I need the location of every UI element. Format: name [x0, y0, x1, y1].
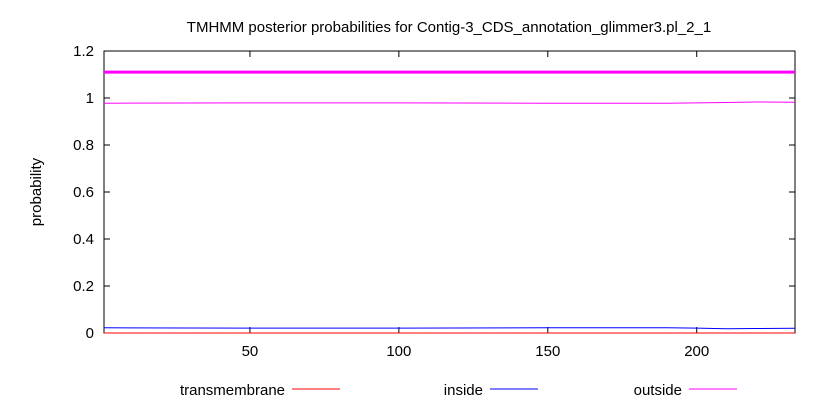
legend: transmembrane inside outside: [180, 382, 737, 399]
x-tick-label: 200: [684, 343, 709, 360]
y-tick-label: 1.2: [73, 43, 94, 60]
series-line-inside: [103, 327, 796, 330]
legend-label-transmembrane: transmembrane: [180, 382, 285, 399]
y-tick-label: 0.8: [73, 137, 94, 154]
x-tick-label: 50: [242, 343, 259, 360]
series-line-outside: [103, 101, 796, 104]
y-tick-label: 0: [86, 325, 94, 342]
y-tick-label: 1: [86, 90, 94, 107]
x-tick-label: 150: [535, 343, 560, 360]
legend-label-inside: inside: [444, 382, 483, 399]
y-tick-label: 0.6: [73, 184, 94, 201]
y-axis-label: probability: [28, 157, 45, 226]
y-tick-label: 0.2: [73, 278, 94, 295]
y-tick-label: 0.4: [73, 231, 94, 248]
chart-title: TMHMM posterior probabilities for Contig…: [187, 19, 711, 36]
plot-area: 0 0.2 0.4 0.6 0.8 1 1.2 50 100 150 200: [73, 43, 796, 360]
x-tick-label: 100: [386, 343, 411, 360]
plot-frame: [103, 50, 796, 334]
legend-label-outside: outside: [634, 382, 682, 399]
